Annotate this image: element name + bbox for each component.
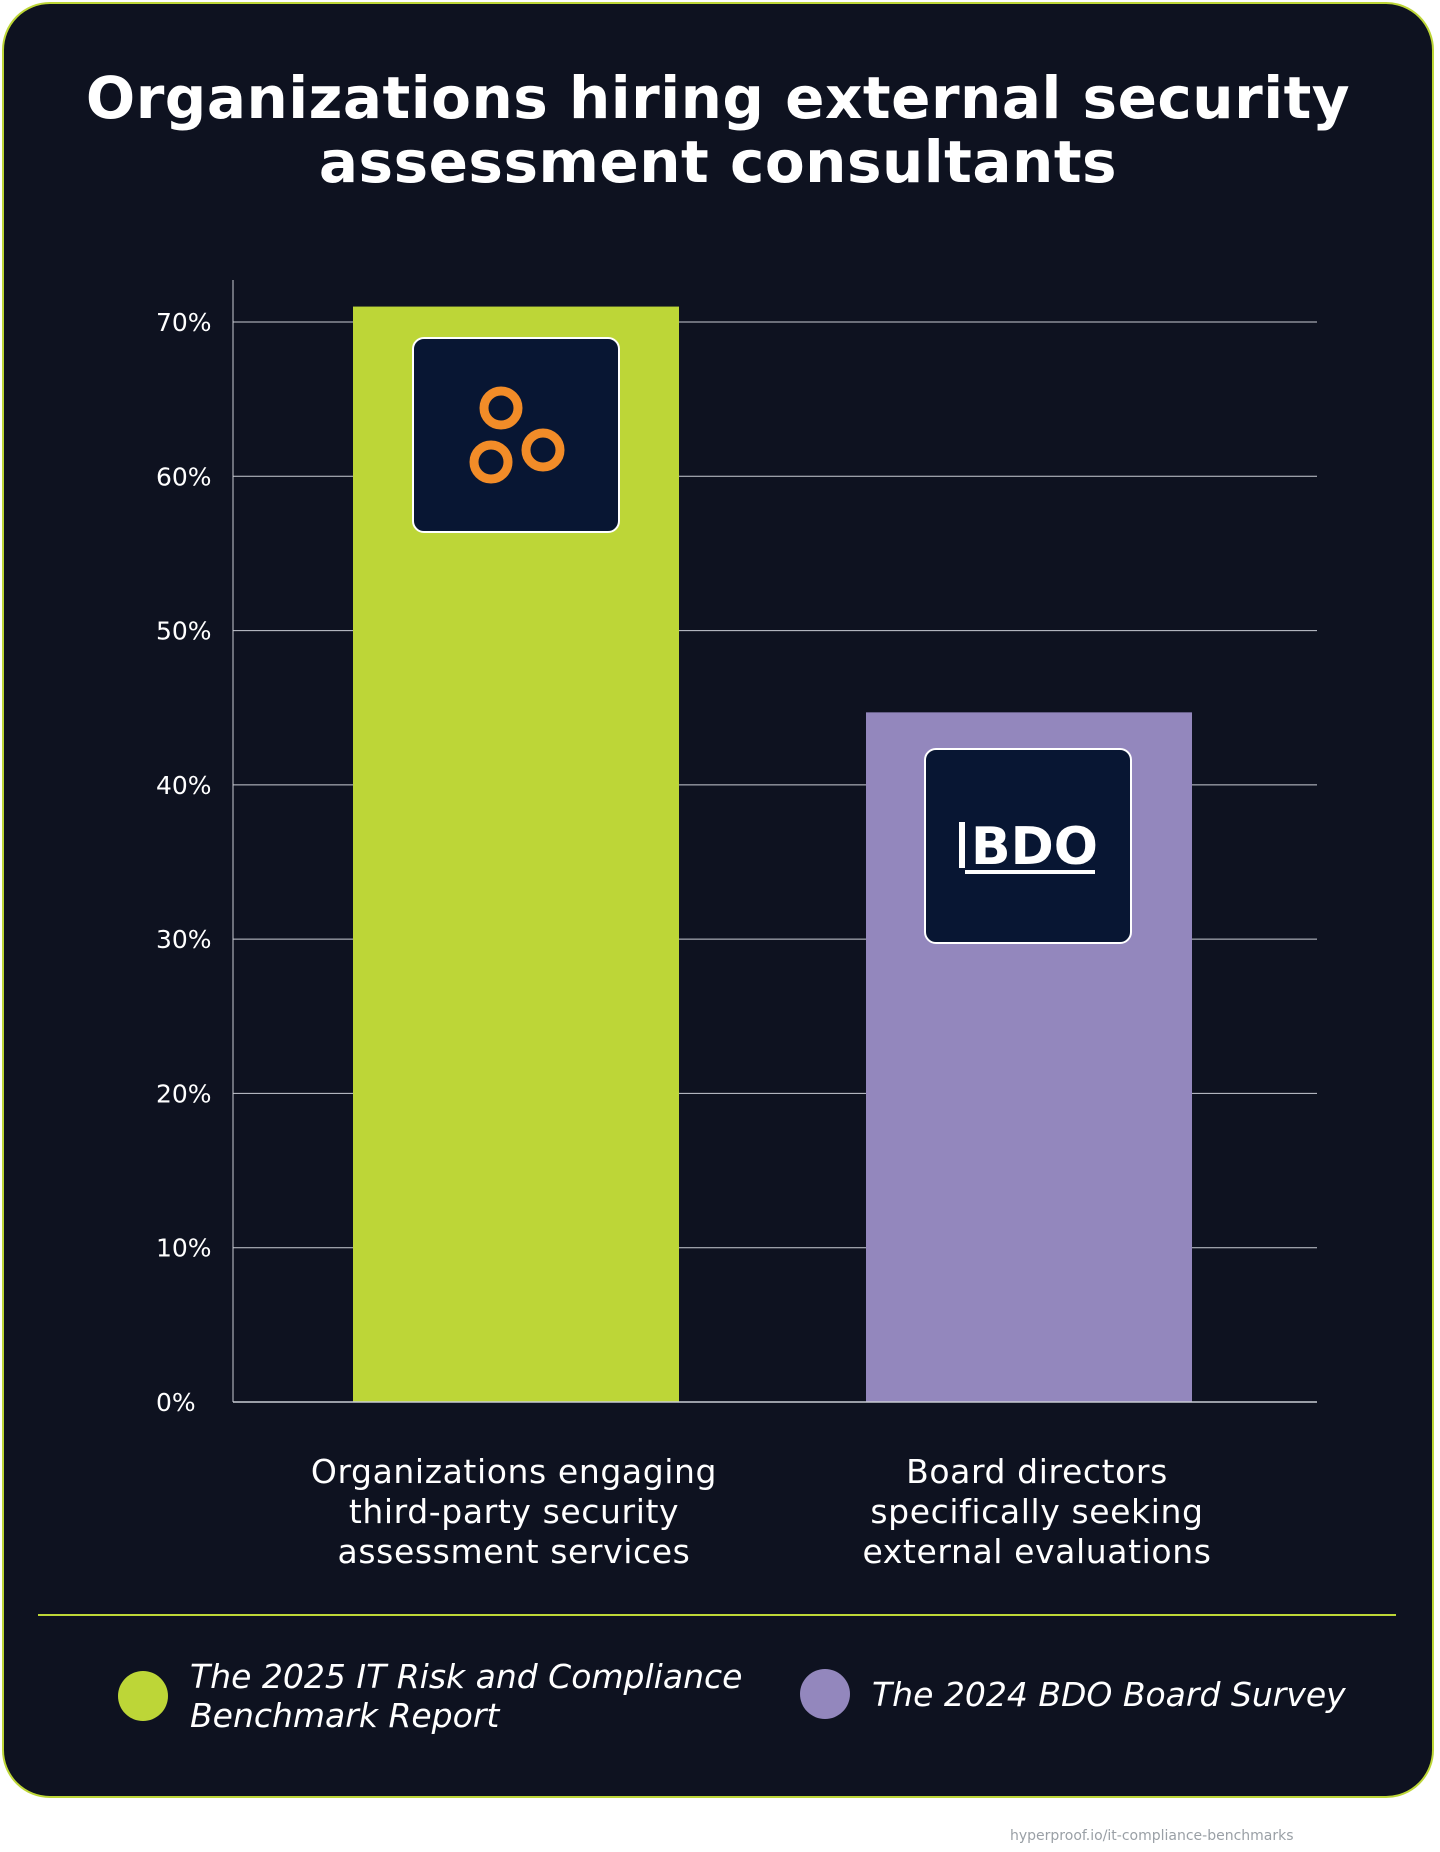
orange-rings-logo-icon xyxy=(469,386,565,484)
bar-chart: 0% 10% 20% 30% 40% 50% 60% 70% xyxy=(156,280,1317,1417)
y-tick-label: 0% xyxy=(156,1388,196,1417)
legend-item-1: The 2025 IT Risk and Compliance Benchmar… xyxy=(118,1657,742,1735)
y-tick-label: 60% xyxy=(156,462,212,491)
legend-item-2: The 2024 BDO Board Survey xyxy=(800,1669,1346,1719)
y-tick-label: 10% xyxy=(156,1234,212,1263)
y-tick-label: 50% xyxy=(156,617,212,646)
legend-swatch xyxy=(118,1671,168,1721)
bdo-logo-card: BDO xyxy=(924,748,1132,944)
y-tick-label: 40% xyxy=(156,771,212,800)
legend-swatch xyxy=(800,1669,850,1719)
category-label-1: Organizations engaging third-party secur… xyxy=(310,1452,718,1571)
company-logo-card xyxy=(412,337,620,533)
chart-title: Organizations hiring external security a… xyxy=(85,64,1351,196)
legend-divider xyxy=(38,1614,1396,1616)
category-label-2: Board directors specifically seeking ext… xyxy=(862,1452,1212,1571)
bdo-logo-icon: BDO xyxy=(959,817,1098,877)
y-tick-label: 20% xyxy=(156,1079,212,1108)
y-tick-label: 30% xyxy=(156,925,212,954)
y-tick-label: 70% xyxy=(156,308,212,337)
footer-url: hyperproof.io/it-compliance-benchmarks xyxy=(1010,1828,1294,1844)
chart-card: Organizations hiring external security a… xyxy=(2,2,1434,1798)
svg-text:BDO: BDO xyxy=(971,817,1098,877)
